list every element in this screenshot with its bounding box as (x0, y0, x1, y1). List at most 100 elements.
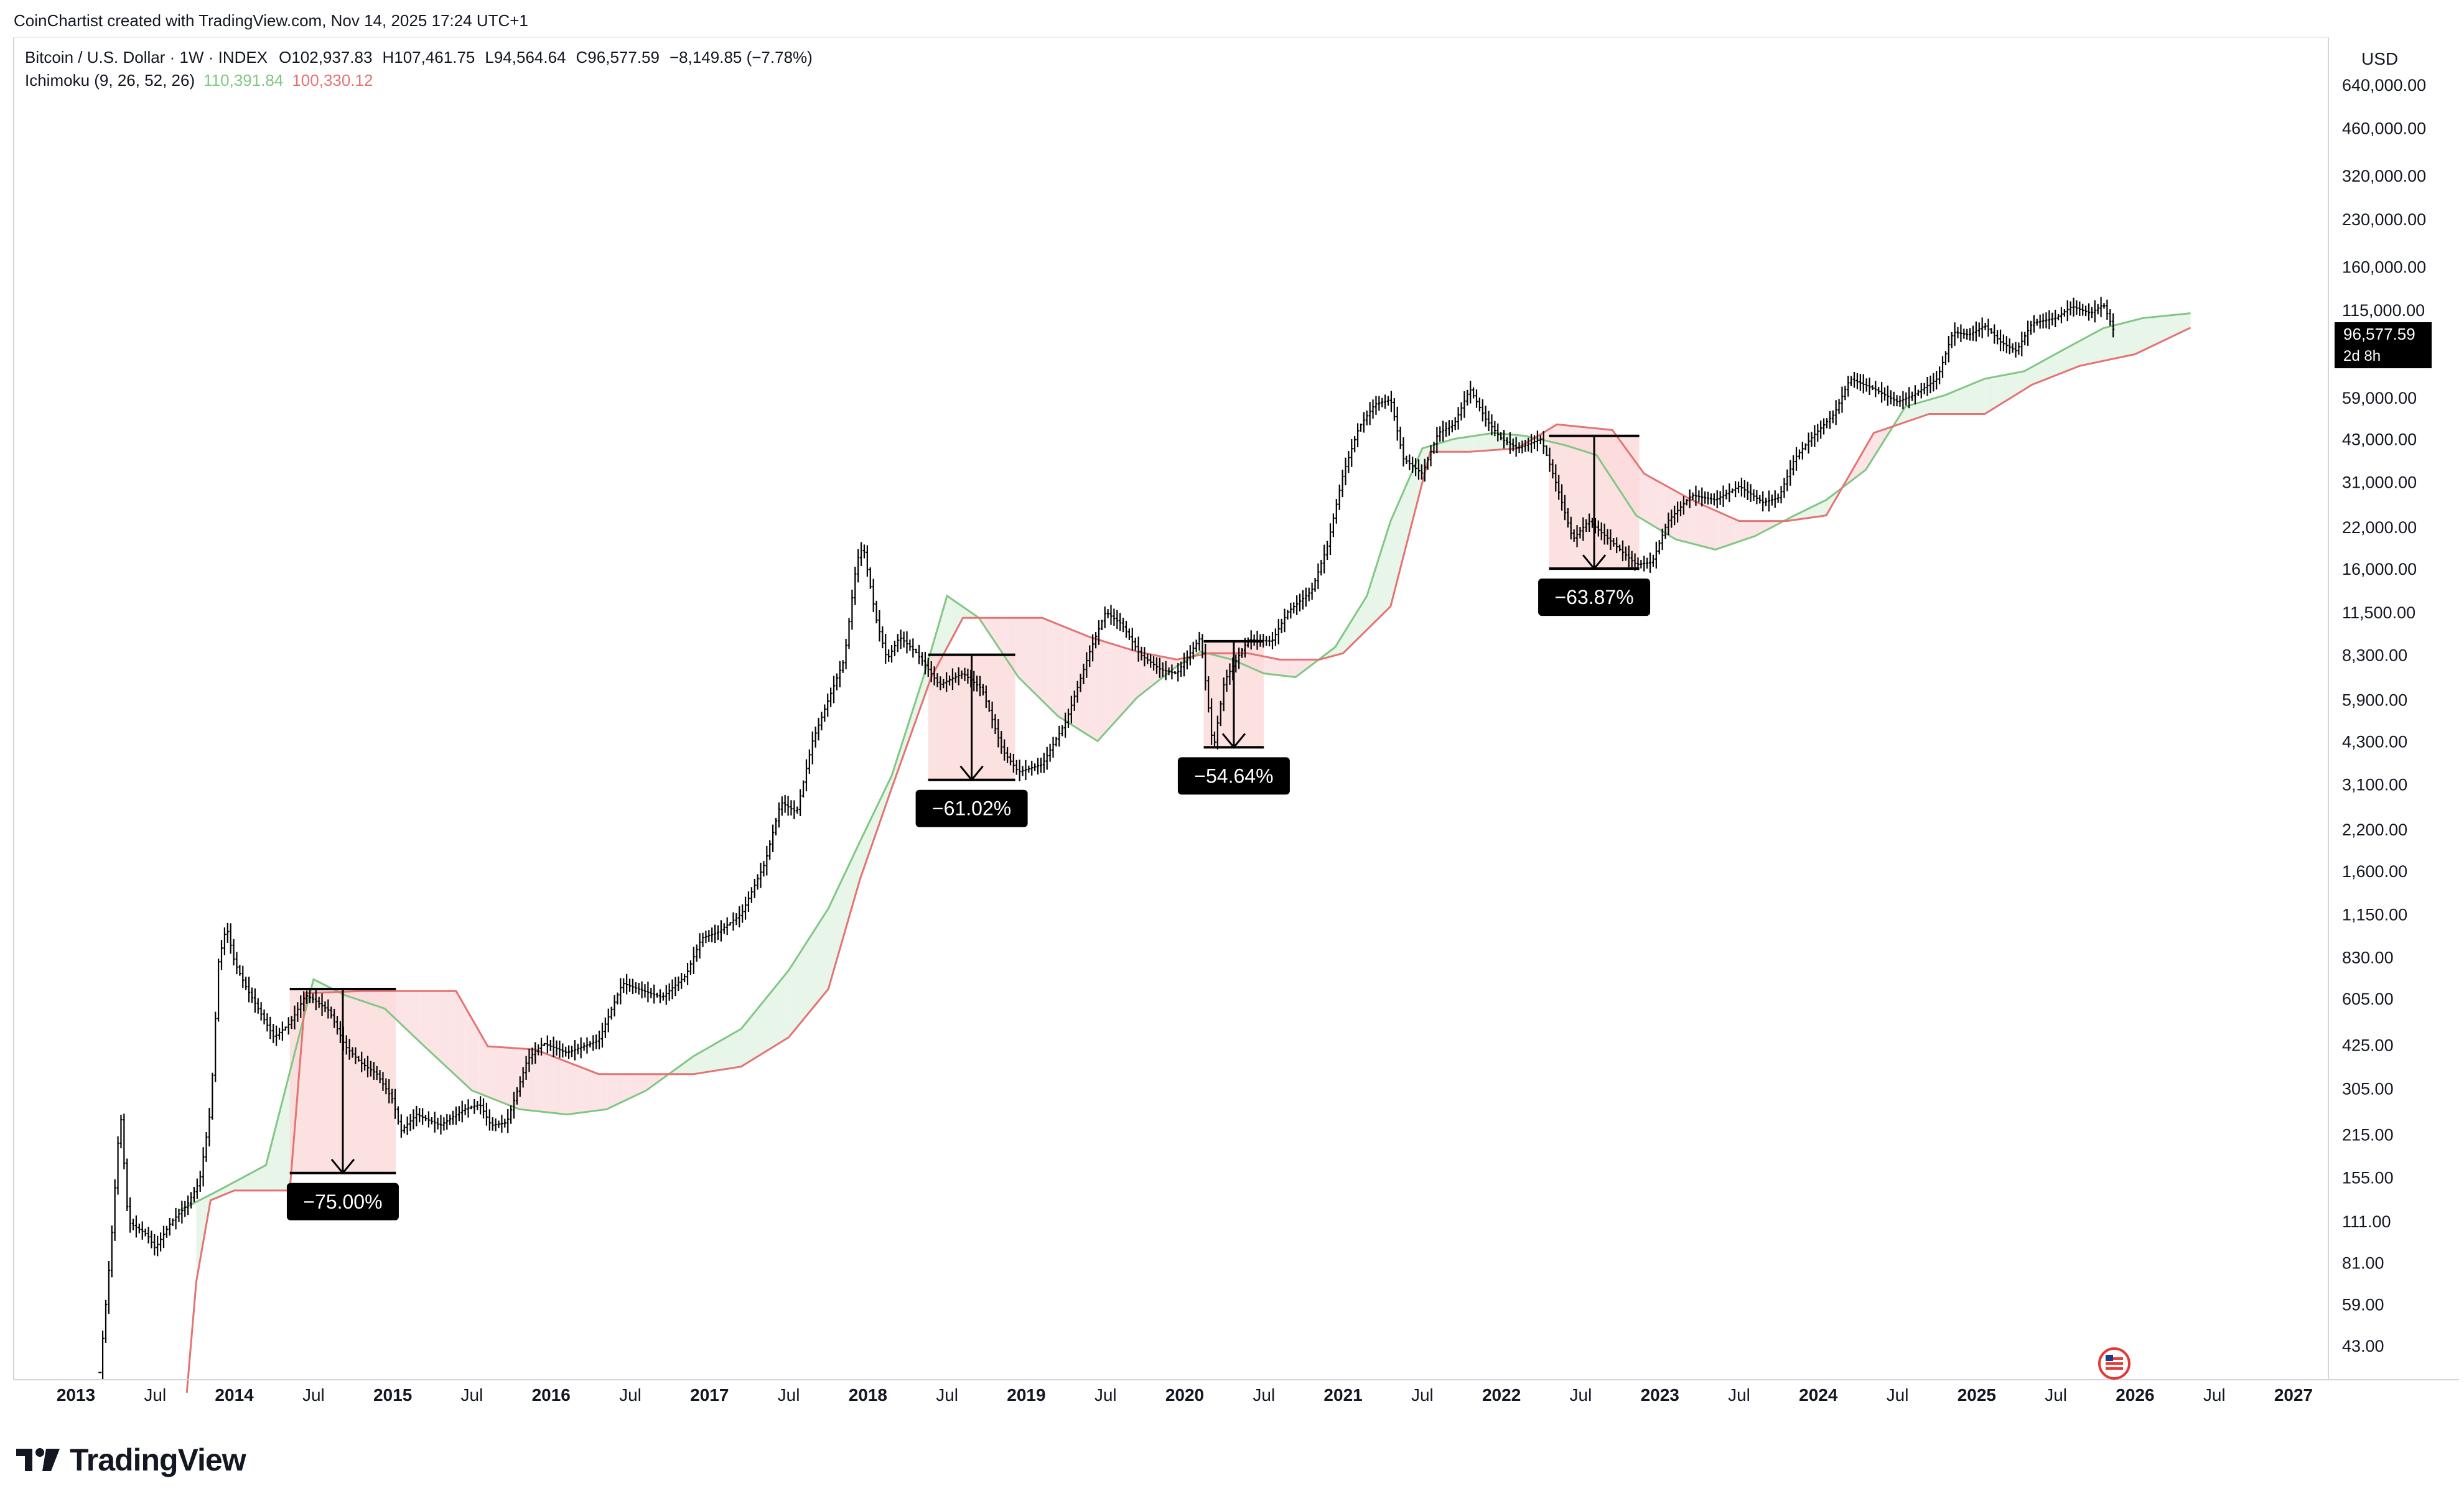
cloud-segment (1762, 521, 1765, 532)
currency-label[interactable]: USD (2361, 49, 2398, 68)
cloud-segment (1015, 618, 1019, 678)
y-tick-label: 59.00 (2342, 1295, 2384, 1314)
cloud-segment (1911, 404, 1915, 420)
cloud-segment (2118, 323, 2122, 358)
cloud-segment (1271, 657, 1275, 675)
cloud-segment (537, 1050, 541, 1112)
cloud-segment (1098, 639, 1101, 741)
cloud-segment (531, 1049, 534, 1111)
cloud-segment (1058, 624, 1062, 718)
cloud-segment (561, 1059, 565, 1115)
cloud-segment (1113, 644, 1116, 724)
cloud-segment (1740, 521, 1744, 541)
cloud-segment (415, 991, 419, 1041)
cloud-segment (1141, 652, 1144, 695)
cloud-segment (1049, 620, 1053, 711)
y-tick-label: 230,000.00 (2342, 210, 2426, 229)
cloud-segment (897, 750, 900, 774)
cloud-segment (2027, 368, 2030, 388)
cloud-segment (1372, 569, 1376, 625)
cloud-segment (2033, 365, 2037, 384)
x-tick-label: 2021 (1323, 1385, 1362, 1405)
cloud-segment (473, 1021, 477, 1093)
x-tick-label: 2015 (373, 1385, 412, 1405)
x-tick-label: Jul (1411, 1385, 1434, 1405)
cloud-segment (263, 1163, 267, 1191)
cloud-segment (647, 1074, 650, 1090)
cloud-segment (757, 1006, 760, 1057)
cloud-segment (863, 828, 867, 870)
tradingview-logo-icon (16, 1448, 60, 1471)
cloud-segment (617, 1074, 620, 1105)
cloud-segment (1472, 435, 1476, 452)
y-tick-label: 1,600.00 (2342, 862, 2407, 881)
cloud-segment (1686, 496, 1689, 543)
cloud-segment (1865, 442, 1869, 470)
cloud-segment (1375, 560, 1378, 622)
cloud-segment (741, 1024, 745, 1067)
cloud-segment (1743, 521, 1747, 540)
cloud-segment (610, 1074, 614, 1108)
cloud-segment (424, 991, 428, 1050)
cloud-segment (1101, 640, 1104, 738)
cloud-segment (1482, 434, 1485, 451)
legend-close-label: C (576, 48, 588, 67)
cloud-segment (1926, 399, 1930, 415)
cloud-segment (2100, 328, 2104, 362)
cloud-segment (1990, 377, 1994, 411)
cloud-segment (1829, 495, 1832, 511)
cloud-segment (1274, 658, 1278, 676)
cloud-segment (1006, 618, 1010, 664)
cloud-segment (2070, 345, 2073, 370)
drawdown-label-box (286, 1182, 399, 1220)
cloud-segment (437, 991, 441, 1061)
x-tick-label: Jul (778, 1385, 800, 1405)
cloud-segment (503, 1047, 507, 1105)
cloud-segment (413, 991, 416, 1038)
cloud-segment (546, 1054, 550, 1113)
cloud-segment (278, 1103, 282, 1191)
y-tick-label: 5,900.00 (2342, 691, 2407, 710)
cloud-segment (446, 991, 449, 1070)
cloud-segment (1722, 513, 1726, 547)
cloud-segment (257, 1168, 261, 1191)
cloud-segment (2179, 314, 2183, 333)
cloud-segment (942, 600, 946, 656)
cloud-segment (1345, 626, 1348, 652)
cloud-segment (2054, 353, 2058, 376)
cloud-segment (829, 898, 833, 984)
cloud-segment (1737, 520, 1741, 542)
cloud-segment (1387, 521, 1391, 610)
tradingview-logo[interactable]: TradingView (15, 1442, 246, 1478)
cloud-segment (1914, 403, 1918, 419)
cloud-segment (1652, 478, 1656, 527)
cloud-segment (1342, 631, 1345, 654)
cloud-segment (732, 1032, 735, 1068)
cloud-segment (2081, 338, 2085, 366)
flag-icon[interactable] (2098, 1347, 2130, 1380)
drawdown-arrow-head (1582, 554, 1607, 570)
cloud-segment (461, 1000, 465, 1084)
cloud-segment (614, 1074, 617, 1106)
cloud-segment (510, 1048, 513, 1107)
cloud-segment (567, 1062, 571, 1115)
cloud-segment (1265, 656, 1269, 674)
bar-countdown: 2d 8h (2343, 348, 2381, 365)
cloud-segment (245, 1174, 248, 1191)
cloud-segment (1655, 480, 1659, 529)
cloud-segment (1356, 606, 1360, 640)
cloud-segment (2158, 316, 2162, 343)
cloud-segment (1137, 651, 1141, 697)
cloud-segment (1646, 475, 1650, 524)
cloud-segment (711, 1044, 714, 1072)
cloud-segment (2115, 324, 2119, 359)
drawdown-label: −75.00% (303, 1191, 382, 1213)
cloud-segment (994, 618, 998, 646)
cloud-segment (196, 1200, 200, 1282)
cloud-segment (2130, 320, 2134, 355)
cloud-segment (236, 1179, 240, 1191)
cloud-segment (403, 991, 407, 1029)
legend-open-label: O (279, 48, 291, 67)
cloud-segment (1494, 433, 1497, 450)
